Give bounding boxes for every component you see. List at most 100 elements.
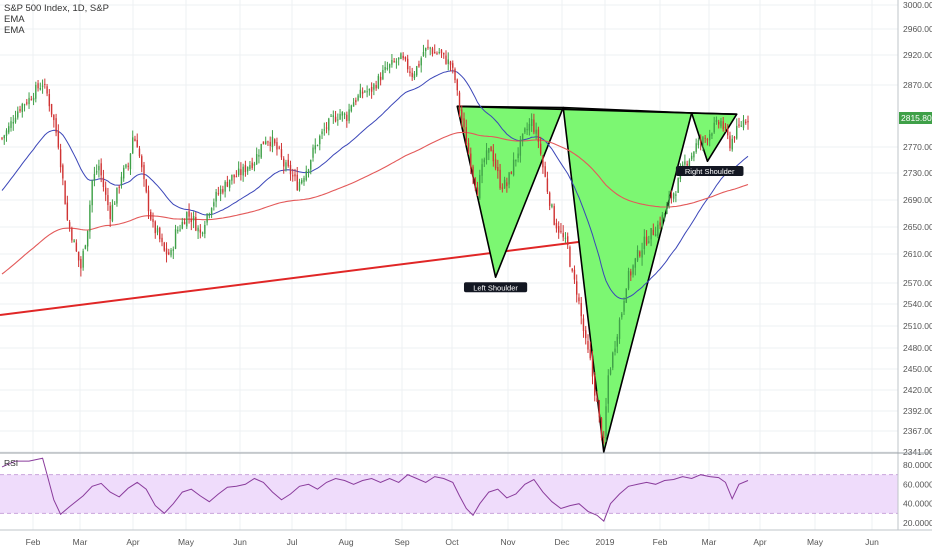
candle-body bbox=[666, 204, 668, 214]
candle-body bbox=[255, 154, 258, 165]
candle-body bbox=[143, 164, 145, 180]
candle-body bbox=[535, 129, 537, 134]
candle-body bbox=[192, 216, 195, 221]
candle-body bbox=[113, 203, 116, 205]
candle-body bbox=[260, 143, 262, 158]
candle-body bbox=[170, 249, 172, 256]
candle-body bbox=[28, 97, 30, 105]
candle-body bbox=[159, 227, 161, 240]
candle-body bbox=[208, 213, 211, 216]
candle-body bbox=[729, 135, 731, 149]
candle-body bbox=[357, 95, 359, 101]
candle-body bbox=[429, 47, 431, 49]
candle-body bbox=[361, 91, 364, 94]
candle-body bbox=[104, 187, 107, 195]
candle-body bbox=[386, 67, 389, 69]
candle-body bbox=[50, 103, 53, 115]
candle-body bbox=[64, 180, 66, 205]
candle-body bbox=[323, 129, 325, 131]
candle-body bbox=[210, 208, 213, 215]
rsi-tick-label: 40.0000 bbox=[903, 499, 932, 509]
candle-body bbox=[201, 232, 204, 234]
candle-body bbox=[684, 161, 686, 165]
candle-body bbox=[526, 129, 528, 131]
rsi-tick-label: 80.0000 bbox=[903, 460, 932, 470]
candle-body bbox=[519, 139, 522, 156]
candle-body bbox=[314, 145, 316, 150]
candle-body bbox=[449, 61, 452, 65]
candle-body bbox=[217, 193, 220, 195]
candle-body bbox=[237, 168, 240, 175]
candle-body bbox=[706, 139, 709, 141]
y-tick-label: 2450.00 bbox=[903, 364, 932, 374]
candle-body bbox=[109, 205, 111, 219]
right-shoulder-label-bg bbox=[675, 166, 744, 176]
rsi-panel: RSI bbox=[0, 457, 898, 522]
candle-body bbox=[150, 211, 152, 220]
y-tick-label: 2650.00 bbox=[903, 222, 932, 232]
candle-body bbox=[413, 73, 416, 79]
x-tick-label: Aug bbox=[338, 537, 353, 547]
candle-body bbox=[594, 374, 596, 396]
candle-body bbox=[373, 84, 375, 90]
candle-body bbox=[587, 340, 589, 350]
candle-body bbox=[116, 187, 118, 204]
candle-body bbox=[231, 174, 233, 181]
candle-body bbox=[688, 160, 691, 167]
candle-body bbox=[244, 165, 247, 172]
candle-body bbox=[569, 246, 571, 267]
candle-body bbox=[93, 173, 96, 181]
candle-body bbox=[528, 123, 531, 131]
candle-body bbox=[100, 163, 102, 176]
candle-body bbox=[224, 181, 226, 192]
candle-body bbox=[445, 55, 447, 64]
candle-body bbox=[395, 61, 398, 63]
candle-body bbox=[510, 171, 513, 174]
candle-body bbox=[68, 222, 71, 228]
candle-body bbox=[650, 228, 652, 240]
candle-body bbox=[623, 301, 625, 312]
candle-body bbox=[53, 114, 55, 121]
candle-body bbox=[747, 120, 749, 123]
candle-body bbox=[156, 228, 159, 233]
neckline bbox=[457, 105, 737, 116]
candle-body bbox=[134, 138, 136, 142]
x-tick-label: Mar bbox=[702, 537, 717, 547]
x-tick-label: Mar bbox=[73, 537, 88, 547]
candle-body bbox=[341, 112, 344, 116]
candle-body bbox=[382, 70, 384, 80]
candle-body bbox=[447, 59, 449, 64]
candle-body bbox=[21, 103, 23, 112]
candle-body bbox=[708, 134, 711, 141]
candle-body bbox=[738, 124, 740, 126]
candle-body bbox=[605, 406, 607, 437]
candle-body bbox=[654, 234, 657, 237]
candle-body bbox=[370, 86, 373, 92]
candle-body bbox=[152, 218, 154, 222]
candle-body bbox=[285, 162, 287, 170]
candle-body bbox=[598, 400, 600, 417]
candle-body bbox=[562, 233, 564, 238]
candle-body bbox=[720, 120, 722, 127]
candle-body bbox=[346, 114, 348, 121]
y-tick-label: 2870.00 bbox=[903, 80, 932, 90]
candle-body bbox=[537, 129, 540, 142]
candle-body bbox=[12, 121, 14, 124]
candle-body bbox=[44, 83, 46, 85]
x-tick-label: Feb bbox=[26, 537, 41, 547]
candle-body bbox=[742, 119, 745, 128]
candle-body bbox=[91, 180, 93, 206]
candle-body bbox=[533, 119, 535, 133]
candle-body bbox=[174, 229, 177, 249]
candle-body bbox=[321, 131, 323, 135]
candle-body bbox=[404, 57, 407, 60]
candle-body bbox=[111, 204, 114, 221]
candle-body bbox=[555, 222, 558, 229]
candle-body bbox=[722, 121, 724, 130]
candle-body bbox=[544, 166, 546, 177]
candle-body bbox=[89, 204, 91, 232]
candle-body bbox=[366, 91, 368, 93]
candle-body bbox=[438, 52, 440, 54]
candle-body bbox=[397, 57, 400, 60]
candle-body bbox=[740, 125, 742, 127]
